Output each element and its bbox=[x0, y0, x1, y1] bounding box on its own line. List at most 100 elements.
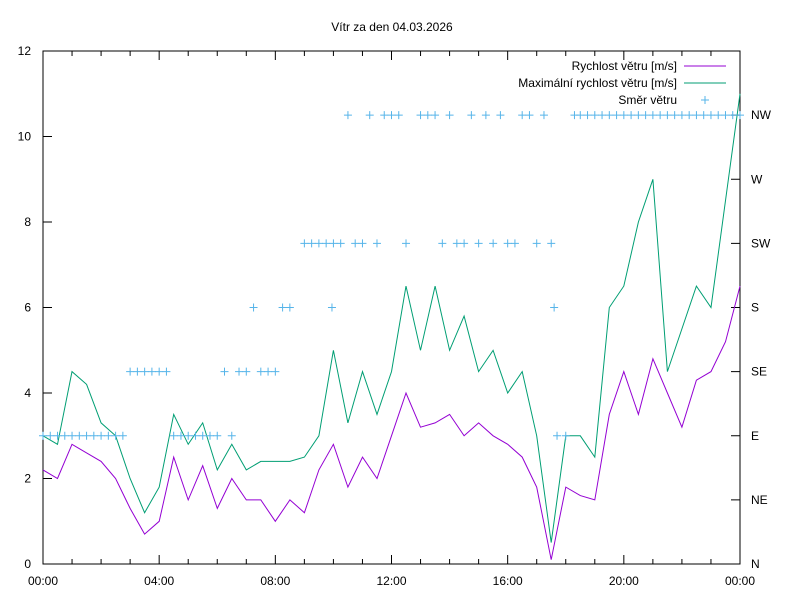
direction-point bbox=[721, 111, 730, 120]
y-tick-label: 2 bbox=[24, 472, 31, 486]
direction-point bbox=[184, 431, 193, 440]
legend-label-direction: Směr větru bbox=[618, 93, 677, 107]
direction-point bbox=[322, 239, 331, 248]
y2-tick-label: NW bbox=[751, 108, 772, 122]
y2-tick-label: NE bbox=[751, 493, 768, 507]
direction-point bbox=[285, 303, 294, 312]
direction-point bbox=[438, 239, 447, 248]
direction-point bbox=[68, 431, 77, 440]
direction-point bbox=[307, 239, 316, 248]
direction-point bbox=[147, 367, 156, 376]
direction-point bbox=[590, 111, 599, 120]
direction-point bbox=[728, 111, 737, 120]
x-tick-label: 00:00 bbox=[725, 574, 755, 588]
axes: 00:00 04:00 08:00 12:00 16:00 20:00 00:00 0 2 4 6 8… bbox=[18, 44, 772, 588]
direction-point bbox=[380, 111, 389, 120]
direction-point bbox=[300, 239, 309, 248]
direction-point bbox=[365, 111, 374, 120]
direction-point bbox=[670, 111, 679, 120]
direction-point bbox=[46, 431, 55, 440]
direction-point bbox=[706, 111, 715, 120]
y-tick-label: 12 bbox=[18, 44, 32, 58]
direction-point bbox=[82, 431, 91, 440]
chart-title: Vítr za den 04.03.2026 bbox=[331, 20, 453, 34]
direction-point bbox=[126, 367, 135, 376]
direction-point bbox=[351, 239, 360, 248]
x-tick-label: 00:00 bbox=[28, 574, 58, 588]
direction-point bbox=[176, 431, 185, 440]
direction-point bbox=[656, 111, 665, 120]
series-line-speed bbox=[42, 285, 741, 560]
direction-point bbox=[162, 367, 171, 376]
direction-point bbox=[699, 111, 708, 120]
direction-point bbox=[169, 431, 178, 440]
y2-tick-label: N bbox=[751, 557, 760, 571]
direction-point bbox=[692, 111, 701, 120]
y2-tick-label: W bbox=[751, 172, 763, 186]
direction-point bbox=[685, 111, 694, 120]
direction-point bbox=[547, 239, 556, 248]
direction-point bbox=[227, 431, 236, 440]
y2-tick-label: SE bbox=[751, 365, 767, 379]
y-tick-label: 4 bbox=[24, 386, 31, 400]
direction-point bbox=[416, 111, 425, 120]
direction-point bbox=[205, 431, 214, 440]
direction-point bbox=[648, 111, 657, 120]
direction-point bbox=[663, 111, 672, 120]
direction-point bbox=[191, 431, 200, 440]
legend-swatch-direction bbox=[701, 96, 709, 104]
direction-point bbox=[60, 431, 69, 440]
direction-point bbox=[235, 367, 244, 376]
direction-point bbox=[612, 111, 621, 120]
legend-label-max-speed: Maximální rychlost větru [m/s] bbox=[518, 76, 677, 90]
direction-point bbox=[97, 431, 106, 440]
direction-point bbox=[327, 303, 336, 312]
direction-point bbox=[627, 111, 636, 120]
direction-point bbox=[256, 367, 265, 376]
direction-point bbox=[271, 367, 280, 376]
y-tick-label: 8 bbox=[24, 215, 31, 229]
direction-point bbox=[358, 239, 367, 248]
direction-point bbox=[220, 367, 229, 376]
direction-point bbox=[598, 111, 607, 120]
series-line-max-speed bbox=[42, 93, 741, 543]
direction-point bbox=[452, 239, 461, 248]
y2-tick-label: S bbox=[751, 301, 759, 315]
direction-point bbox=[714, 111, 723, 120]
direction-point bbox=[387, 111, 396, 120]
direction-point bbox=[89, 431, 98, 440]
direction-point bbox=[525, 111, 534, 120]
direction-point bbox=[140, 367, 149, 376]
x-tick-label: 16:00 bbox=[493, 574, 523, 588]
direction-point bbox=[249, 303, 258, 312]
direction-point bbox=[431, 111, 440, 120]
direction-point bbox=[641, 111, 650, 120]
direction-point bbox=[489, 239, 498, 248]
direction-point bbox=[460, 239, 469, 248]
y2-tick-label: SW bbox=[751, 236, 771, 250]
direction-point bbox=[278, 303, 287, 312]
direction-point bbox=[198, 431, 207, 440]
direction-point bbox=[336, 239, 345, 248]
direction-point bbox=[605, 111, 614, 120]
direction-point bbox=[467, 111, 476, 120]
direction-point bbox=[503, 239, 512, 248]
direction-point bbox=[343, 111, 352, 120]
direction-point bbox=[264, 367, 273, 376]
direction-point bbox=[481, 111, 490, 120]
legend-label-speed: Rychlost větru [m/s] bbox=[572, 59, 677, 73]
direction-point bbox=[510, 239, 519, 248]
direction-point bbox=[423, 111, 432, 120]
direction-point bbox=[539, 111, 548, 120]
direction-point bbox=[329, 239, 338, 248]
direction-point bbox=[634, 111, 643, 120]
direction-point bbox=[372, 239, 381, 248]
direction-point bbox=[583, 111, 592, 120]
plot-frame bbox=[42, 50, 741, 565]
x-tick-label: 08:00 bbox=[260, 574, 290, 588]
direction-point bbox=[155, 367, 164, 376]
direction-point bbox=[39, 431, 47, 440]
series-layer bbox=[39, 93, 744, 560]
direction-point bbox=[394, 111, 403, 120]
